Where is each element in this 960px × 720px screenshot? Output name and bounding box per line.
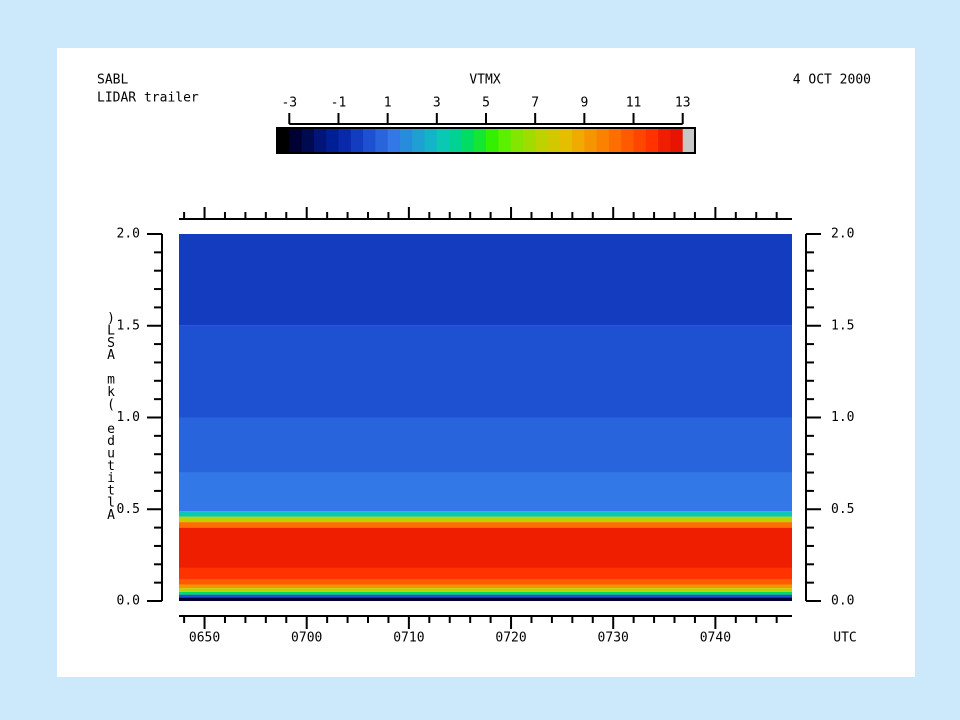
colorbar-swatch: [498, 128, 512, 153]
colorbar-swatch: [572, 128, 585, 153]
y-tick-label: 2.0: [831, 227, 854, 242]
x-tick-label: 0700: [291, 631, 322, 646]
y-tick-label: 0.0: [117, 594, 140, 609]
profile-band: [179, 584, 792, 589]
colorbar-swatch: [535, 128, 548, 153]
x-axis-label: UTC: [833, 631, 856, 646]
colorbar-swatch: [461, 128, 475, 153]
colorbar-swatch: [633, 128, 647, 153]
profile-band: [179, 325, 792, 418]
colorbar-swatch: [547, 128, 561, 153]
x-tick-label: 0720: [495, 631, 526, 646]
colorbar-swatch: [449, 128, 462, 153]
profile-band: [179, 527, 792, 568]
colorbar-tick-label: 11: [626, 96, 642, 111]
profile-band: [179, 597, 792, 601]
colorbar-swatch: [584, 128, 598, 153]
colorbar-swatch: [350, 128, 364, 153]
colorbar-swatch: [363, 128, 376, 153]
colorbar-swatch: [277, 128, 290, 153]
colorbar-swatch: [596, 128, 610, 153]
colorbar-swatch: [559, 128, 573, 153]
colorbar-swatch: [375, 128, 389, 153]
colorbar-swatch: [608, 128, 622, 153]
colorbar-tick-label: 3: [433, 96, 441, 111]
colorbar-swatch: [313, 128, 327, 153]
profile-band: [179, 594, 792, 598]
profile-band: [179, 472, 792, 512]
profile-band: [179, 567, 792, 579]
colorbar-frame: [276, 127, 696, 154]
profile-band: [179, 511, 792, 517]
colorbar-swatch: [510, 128, 524, 153]
profile-band: [179, 417, 792, 473]
profile-band: [179, 588, 792, 592]
x-tick-label: 0740: [700, 631, 731, 646]
colorbar-tick-label: 5: [482, 96, 490, 111]
profile-band: [179, 578, 792, 585]
y-tick-label: 0.5: [831, 502, 854, 517]
colorbar-tick-label: 9: [580, 96, 588, 111]
profile-band: [179, 591, 792, 595]
colorbar-swatch: [289, 128, 303, 153]
colorbar-swatch: [399, 128, 413, 153]
colorbar-swatch: [436, 128, 450, 153]
profile-band: [179, 516, 792, 523]
header-left: LIDAR trailer: [97, 91, 199, 106]
colorbar-swatch: [670, 128, 684, 153]
colorbar-swatch: [486, 128, 499, 153]
y-tick-label: 1.0: [831, 410, 854, 425]
colorbar-swatch: [424, 128, 438, 153]
chart-title: VTMX: [469, 73, 500, 88]
y-tick-label: 1.0: [117, 410, 140, 425]
x-tick-label: 0650: [189, 631, 220, 646]
colorbar-swatch: [387, 128, 401, 153]
colorbar-tick-label: 7: [531, 96, 539, 111]
profile-band: [179, 522, 792, 528]
profile-band: [179, 234, 792, 326]
colorbar-swatch: [522, 128, 536, 153]
y-tick-label: 2.0: [117, 227, 140, 242]
colorbar-swatch: [621, 128, 635, 153]
y-tick-label: 1.5: [117, 318, 140, 333]
header-left: SABL: [97, 73, 128, 88]
colorbar-swatch: [473, 128, 487, 153]
colorbar-swatch: [645, 128, 659, 153]
colorbar-tick-label: 1: [384, 96, 392, 111]
x-tick-label: 0710: [393, 631, 424, 646]
colorbar-swatch: [301, 128, 315, 153]
colorbar-tick-label: -1: [331, 96, 347, 111]
y-tick-label: 0.0: [831, 594, 854, 609]
colorbar-swatch: [326, 128, 339, 153]
colorbar-tick-label: -3: [281, 96, 297, 111]
header-right: 4 OCT 2000: [793, 73, 871, 88]
colorbar-swatch: [338, 128, 352, 153]
x-tick-label: 0730: [598, 631, 629, 646]
colorbar-swatch: [412, 128, 426, 153]
colorbar-swatch: [658, 128, 671, 153]
y-tick-label: 1.5: [831, 318, 854, 333]
y-axis-label: Altitude (km ASL): [107, 311, 115, 523]
colorbar-swatch: [682, 128, 696, 153]
y-tick-label: 0.5: [117, 502, 140, 517]
colorbar-tick-label: 13: [675, 96, 691, 111]
